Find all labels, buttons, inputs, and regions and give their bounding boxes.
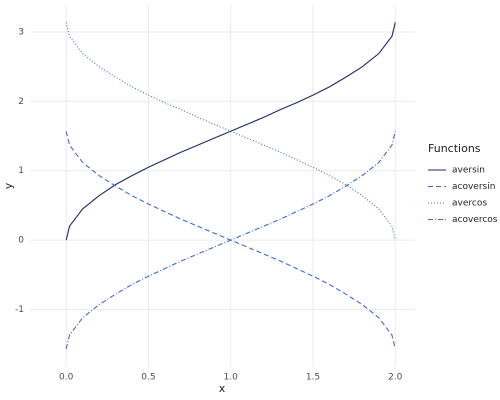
grid xyxy=(30,5,415,367)
legend-label: acoversin xyxy=(452,182,495,192)
y-axis-label: y xyxy=(2,182,15,189)
x-tick-label: 0.5 xyxy=(141,373,155,383)
x-tick-label: 1.5 xyxy=(306,373,320,383)
y-tick-label: 1 xyxy=(18,166,24,176)
legend-title: Functions xyxy=(428,142,481,155)
line-series xyxy=(65,22,396,241)
legend-label: acovercos xyxy=(452,215,498,225)
legend-label: aversin xyxy=(452,166,485,176)
y-tick-label: 3 xyxy=(18,28,24,38)
x-tick-label: 1.0 xyxy=(224,373,239,383)
y-tick-label: -1 xyxy=(15,305,24,315)
y-tick-label: 0 xyxy=(18,236,24,246)
y-tick-label: 2 xyxy=(18,97,24,107)
legend-label: avercos xyxy=(452,199,487,209)
x-axis-label: x xyxy=(219,382,226,395)
x-tick-label: 2.0 xyxy=(388,373,403,383)
x-tick-label: 0.0 xyxy=(59,373,74,383)
line-series xyxy=(65,131,396,350)
